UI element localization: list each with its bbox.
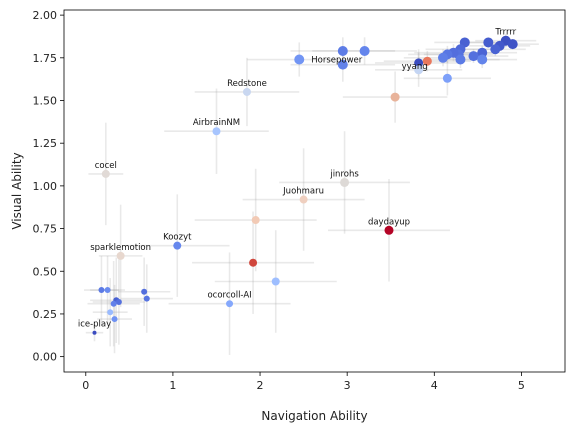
x-tick-label: 4 [431, 379, 438, 392]
point-label: Trrrrr [494, 28, 516, 38]
data-point [483, 37, 494, 48]
y-tick-label: 1.75 [33, 52, 58, 65]
x-tick-label: 3 [344, 379, 351, 392]
x-tick-label: 5 [518, 379, 525, 392]
point-label: Redstone [227, 79, 267, 89]
data-point [468, 51, 479, 62]
data-point [101, 169, 110, 178]
y-axis-label: Visual Ability [10, 152, 24, 229]
data-point [110, 300, 117, 307]
data-point [226, 300, 234, 308]
data-point [477, 47, 488, 58]
data-point [212, 127, 221, 136]
data-point [414, 58, 424, 68]
data-point [111, 316, 118, 323]
data-point [340, 177, 350, 187]
data-point [92, 330, 97, 335]
data-point [299, 195, 308, 204]
data-point [116, 251, 125, 260]
y-tick-label: 2.00 [33, 9, 58, 22]
data-point [414, 65, 424, 75]
data-point [104, 287, 111, 294]
point-label-layer: Trrrrr yyang Horsepower Redstone AirbrainNM c… [78, 28, 517, 330]
data-point [384, 225, 394, 235]
data-point [455, 54, 466, 65]
data-point-layer [92, 35, 518, 335]
data-point [359, 45, 370, 56]
point-label: Koozyt [163, 233, 192, 243]
data-point [337, 59, 348, 70]
y-tick-label: 0.50 [33, 265, 58, 278]
point-label: Horsepower [311, 56, 363, 66]
data-point [141, 288, 148, 295]
data-point [242, 87, 251, 96]
y-tick-label: 0.25 [33, 308, 58, 321]
data-point [271, 277, 280, 286]
data-point [294, 54, 305, 65]
data-point [115, 298, 122, 305]
data-point [442, 73, 452, 83]
x-tick-label: 1 [169, 379, 176, 392]
plot-frame [63, 9, 566, 373]
y-tick-label: 0.75 [33, 223, 58, 236]
point-label: AirbrainNM [193, 118, 240, 128]
data-point [507, 39, 518, 50]
data-point [390, 92, 400, 102]
y-tick-label: 1.50 [33, 95, 58, 108]
data-point [107, 309, 114, 316]
data-point [422, 56, 432, 66]
data-point [477, 54, 488, 65]
data-point [337, 45, 348, 56]
data-point [251, 216, 260, 225]
y-axis-ticks: 0.00 0.25 0.50 0.75 1.00 1.25 1.50 1.75 2.00 [33, 9, 64, 364]
y-tick-label: 1.00 [33, 180, 58, 193]
point-label: jinrohs [329, 169, 359, 179]
y-tick-label: 1.25 [33, 137, 58, 150]
point-label: cocel [95, 161, 117, 171]
data-point [438, 52, 449, 63]
data-point [173, 241, 182, 250]
data-point [98, 287, 105, 294]
data-point [490, 44, 501, 55]
y-tick-label: 0.00 [33, 351, 58, 364]
point-label: sparklemotion [90, 243, 151, 253]
point-label: daydayup [368, 217, 410, 227]
data-point [143, 295, 150, 302]
point-label: ocorcoll-AI [207, 291, 251, 301]
data-point [249, 258, 258, 267]
point-label: ice-play [78, 320, 111, 330]
x-tick-label: 2 [257, 379, 264, 392]
point-label: Juohmaru [282, 187, 324, 197]
x-axis-ticks: 0 1 2 3 4 5 [82, 372, 525, 392]
x-axis-label: Navigation Ability [261, 409, 367, 423]
x-tick-label: 0 [82, 379, 89, 392]
point-label: yyang [402, 62, 428, 72]
